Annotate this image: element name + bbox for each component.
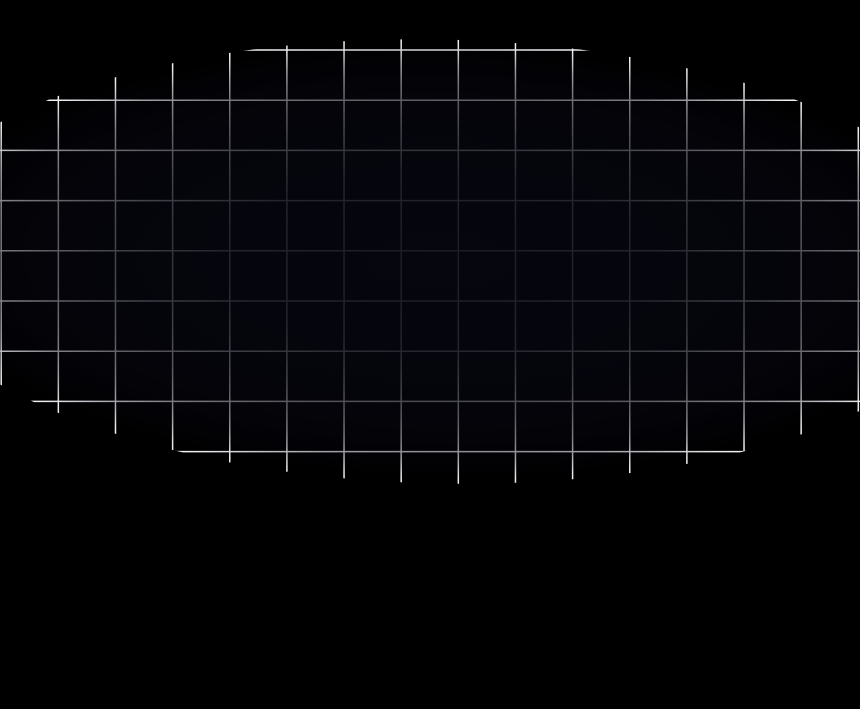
vignette-overlay (0, 39, 860, 484)
